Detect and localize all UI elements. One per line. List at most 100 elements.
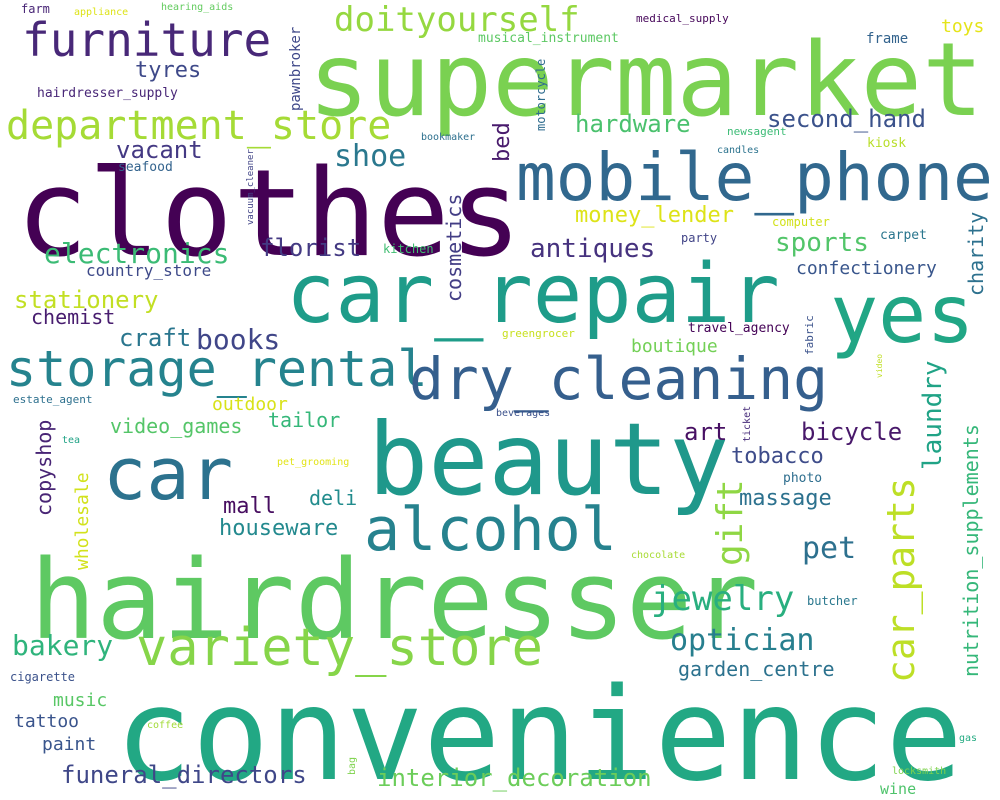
word-convenience: convenience: [115, 661, 963, 800]
word-tailor: tailor: [268, 408, 341, 432]
word-laundry: laundry: [918, 360, 948, 470]
word-money-lender: money_lender: [575, 203, 734, 228]
word-antiques: antiques: [530, 234, 656, 264]
word-mall: mall: [223, 494, 276, 519]
word-stationery: stationery: [14, 286, 159, 314]
word-furniture: furniture: [22, 13, 272, 67]
word-tattoo: tattoo: [14, 711, 80, 732]
word-farm: farm: [21, 2, 50, 16]
word-medical-supply: medical_supply: [636, 12, 729, 25]
word-bicycle: bicycle: [801, 418, 903, 446]
word-art: art: [684, 418, 728, 446]
word-outdoor: outdoor: [212, 394, 288, 415]
word-appliance: appliance: [74, 7, 129, 18]
word-florist: florist: [260, 234, 362, 262]
word-locksmith: locksmith: [892, 766, 947, 777]
word-bakery: bakery: [12, 629, 114, 662]
word-yes: yes: [830, 268, 975, 361]
word-electronics: electronics: [44, 237, 230, 270]
word-computer: computer: [772, 215, 830, 229]
word-photo: photo: [783, 471, 823, 486]
word-deli: deli: [309, 486, 358, 510]
word-tea: tea: [62, 435, 81, 446]
word-musical-instrument: musical_instrument: [478, 31, 619, 46]
word-tyres: tyres: [135, 58, 202, 83]
word-chocolate: chocolate: [631, 550, 686, 561]
word-vacant: vacant: [116, 136, 203, 164]
word-clothes: clothes: [16, 145, 522, 284]
word-coffee: coffee: [147, 720, 184, 731]
word-confectionery: confectionery: [796, 258, 937, 279]
word-travel-agency: travel_agency: [688, 321, 790, 336]
word-variety-store: variety_store: [136, 618, 543, 678]
word-storage-rental: storage_rental: [6, 340, 428, 398]
word-paint: paint: [42, 734, 97, 755]
word-car-repair: car_repair: [286, 247, 780, 342]
word-hardware: hardware: [575, 110, 691, 138]
word-bookmaker: bookmaker: [421, 132, 476, 143]
word-wine: wine: [880, 780, 917, 798]
word-alcohol: alcohol: [364, 495, 617, 565]
word-car-parts: car_parts: [879, 477, 923, 683]
word-funeral-directors: funeral_directors: [61, 761, 307, 789]
word-kitchen: kitchen: [383, 242, 434, 256]
word-frame: frame: [866, 31, 909, 47]
word-chemist: chemist: [31, 305, 116, 329]
word-vacuum-cleaner: vacuum_cleaner: [246, 149, 256, 225]
word-boutique: boutique: [631, 336, 718, 357]
word-department-store: department_store: [6, 103, 392, 149]
word-nutrition-supplements: nutrition_supplements: [959, 424, 983, 677]
word-massage: massage: [739, 486, 832, 511]
word-candles: candles: [717, 145, 760, 156]
word-pet-grooming: pet_grooming: [277, 457, 350, 468]
word-hearing-aids: hearing_aids: [161, 2, 234, 13]
word-newsagent: newsagent: [727, 125, 787, 138]
word-country-store: country_store: [86, 261, 212, 280]
word-beverages: beverages: [496, 408, 551, 419]
word-pawnbroker: pawnbroker: [288, 26, 304, 111]
word-ticket: ticket: [742, 405, 753, 442]
word-sports: sports: [775, 228, 869, 258]
word-kiosk: kiosk: [867, 136, 907, 151]
word-bed: bed: [490, 122, 515, 162]
word-fabric: fabric: [803, 315, 816, 355]
word-craft: craft: [119, 324, 192, 352]
word-jewelry: jewelry: [651, 579, 795, 619]
word-carpet: carpet: [880, 228, 927, 243]
word-estate-agent: estate_agent: [13, 393, 93, 406]
word-cigarette: cigarette: [10, 670, 76, 684]
word-dry-cleaning: dry_cleaning: [409, 345, 829, 413]
word-car: car: [103, 432, 234, 516]
word-shoe: shoe: [334, 139, 407, 174]
word-doityourself: doityourself: [334, 0, 580, 40]
word-butcher: butcher: [807, 594, 858, 608]
word-bag: bag: [347, 756, 358, 775]
word-hairdresser: hairdresser: [30, 536, 759, 664]
word-pet: pet: [802, 531, 857, 566]
word-optician: optician: [670, 623, 815, 658]
word-toys: toys: [941, 16, 985, 37]
word-houseware: houseware: [219, 516, 339, 541]
word-party: party: [681, 231, 718, 245]
word-gas: gas: [959, 733, 978, 744]
word-second-hand: second_hand: [767, 105, 926, 133]
word-garden-centre: garden_centre: [678, 657, 835, 681]
word-wholesale: wholesale: [72, 472, 93, 570]
word-beauty: beauty: [368, 401, 730, 518]
word-motorcycle: motorcycle: [534, 58, 548, 131]
word-interior-decoration: interior_decoration: [377, 764, 652, 792]
word-hairdresser-supply: hairdresser_supply: [37, 86, 178, 101]
word-cosmetics: cosmetics: [442, 193, 466, 302]
word-seafood: seafood: [118, 160, 173, 175]
word-greengrocer: greengrocer: [502, 327, 575, 340]
word-books: books: [196, 323, 281, 356]
word-video: video: [875, 353, 884, 378]
word-copyshop: copyshop: [32, 419, 56, 516]
word-video-games: video_games: [110, 414, 243, 438]
word-charity: charity: [964, 211, 988, 296]
word-supermarket: supermarket: [308, 21, 984, 140]
word-mobile-phone: mobile_phone: [516, 139, 993, 216]
word-music: music: [53, 690, 108, 711]
word-tobacco: tobacco: [731, 444, 824, 469]
